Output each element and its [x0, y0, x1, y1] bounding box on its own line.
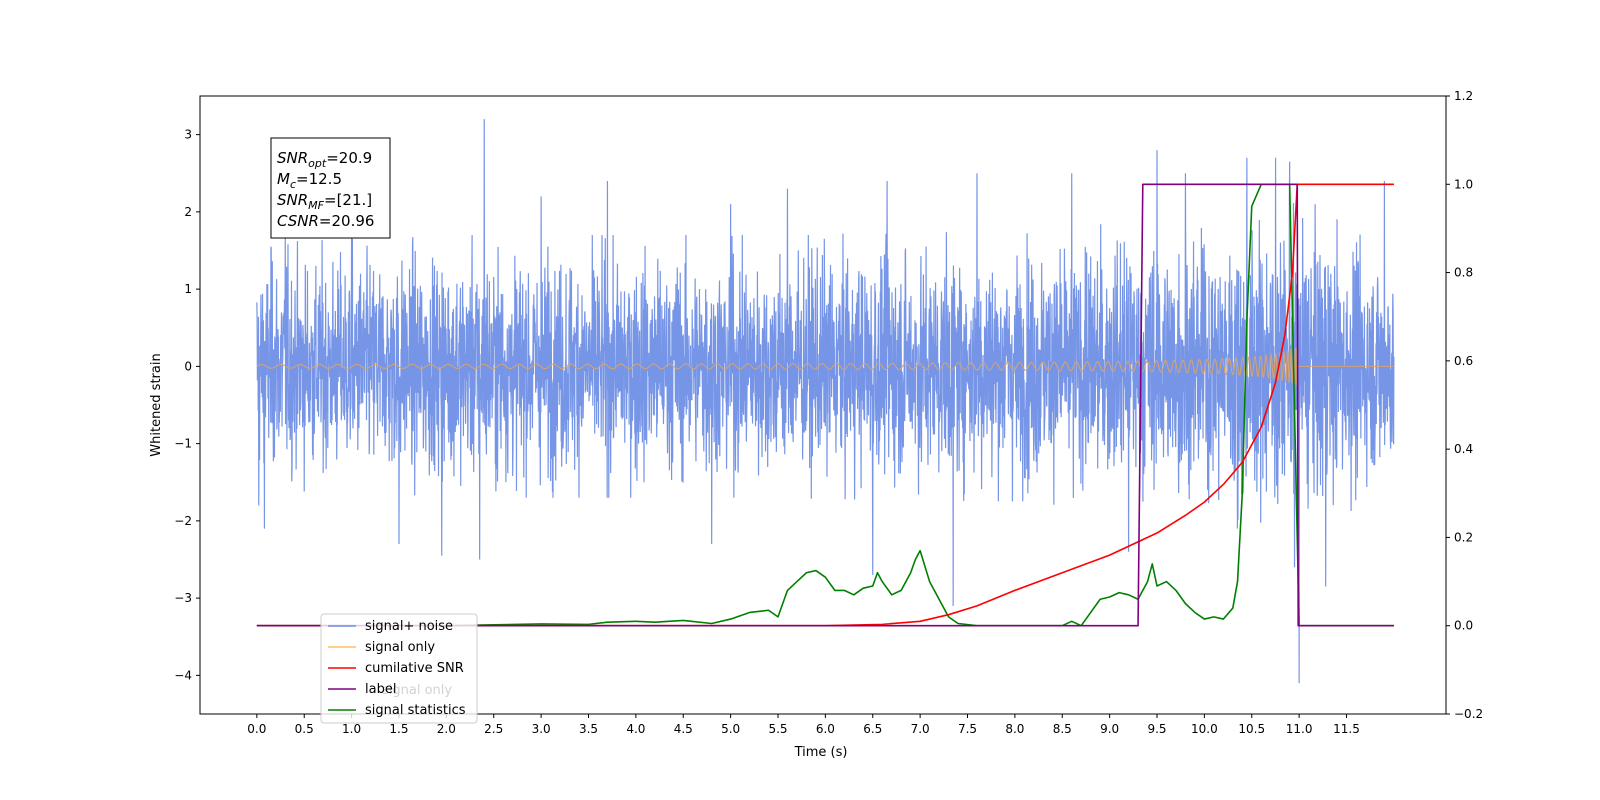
series-signal-noise: [256, 119, 1395, 684]
y-tick-label: 0: [184, 359, 192, 373]
x-tick-label: 11.0: [1286, 722, 1313, 736]
x-tick-label: 7.5: [958, 722, 977, 736]
y2-tick-label: 1.2: [1454, 89, 1473, 103]
x-tick-label: 2.0: [437, 722, 456, 736]
y-tick-label: 3: [184, 128, 192, 142]
legend-box: [320, 613, 478, 724]
y-tick-label: 1: [184, 282, 192, 296]
series-csnr: [256, 183, 1394, 627]
y2-tick-label: 1.0: [1454, 177, 1473, 191]
x-tick-label: 4.5: [674, 722, 693, 736]
legend-overlap-text: signal only: [382, 683, 452, 698]
y-axis-label: Whitened strain: [149, 353, 164, 456]
x-tick-label: 6.0: [816, 722, 835, 736]
annotation-line: SNRopt=20.9: [277, 149, 372, 170]
x-tick-label: 5.5: [768, 722, 787, 736]
series-layer: [256, 119, 1395, 684]
x-tick-label: 3.0: [532, 722, 551, 736]
x-tick-label: 10.0: [1191, 722, 1218, 736]
x-tick-label: 9.0: [1100, 722, 1119, 736]
x-tick-label: 7.0: [911, 722, 930, 736]
y2-tick-label: 0.6: [1454, 354, 1473, 368]
x-tick-label: 0.0: [247, 722, 266, 736]
y2-tick-label: 0.2: [1454, 530, 1473, 544]
annotation-box: [270, 137, 391, 239]
x-axis-label: Time (s): [794, 745, 848, 760]
annotation-line: Mc=12.5: [277, 170, 342, 191]
x-tick-label: 6.5: [863, 722, 882, 736]
legend-entry: signal+ noise: [365, 619, 453, 634]
x-tick-label: 5.0: [721, 722, 740, 736]
legend-entry: signal only: [365, 640, 435, 655]
legend: signal+ noise signal only cumilative SNR la…: [320, 613, 478, 724]
x-tick-label: 3.5: [579, 722, 598, 736]
x-axis: 0.0 0.5 1.0 1.5 2.0 2.5 3.0 3.5 4.0 4.5 5.0 5.5 6.0 6…: [247, 714, 1360, 736]
y2-tick-label: −0.2: [1454, 707, 1483, 721]
annotation-line: SNRMF=[21.]: [277, 191, 372, 212]
x-tick-label: 1.0: [342, 722, 361, 736]
legend-entry: signal statistics: [365, 703, 466, 718]
y-tick-label: −1: [174, 437, 192, 451]
y-axis-left: 3 2 1 0 −1 −2 −3 −4: [174, 128, 200, 682]
y2-tick-label: 0.4: [1454, 442, 1473, 456]
series-stats: [256, 183, 1394, 627]
x-tick-label: 2.5: [484, 722, 503, 736]
x-tick-label: 4.0: [626, 722, 645, 736]
y2-tick-label: 0.0: [1454, 619, 1473, 633]
y-axis-right: 1.2 1.0 0.8 0.6 0.4 0.2 0.0 −0.2: [1446, 89, 1483, 721]
plot-frame: [199, 95, 1447, 715]
y2-tick-label: 0.8: [1454, 266, 1473, 280]
x-tick-label: 8.0: [1005, 722, 1024, 736]
y-tick-label: 2: [184, 205, 192, 219]
y-tick-label: −3: [174, 591, 192, 605]
series-label: [256, 183, 1394, 627]
x-tick-label: 1.5: [389, 722, 408, 736]
y-tick-label: −4: [174, 668, 192, 682]
annotation-line: CSNR=20.96: [277, 212, 374, 230]
legend-entry: cumilative SNR: [365, 661, 464, 676]
legend-entry: label: [365, 682, 396, 697]
series-signal-only: [256, 347, 1394, 386]
x-tick-label: 8.5: [1053, 722, 1072, 736]
x-tick-label: 10.5: [1238, 722, 1265, 736]
y-tick-label: −2: [174, 514, 192, 528]
x-tick-label: 0.5: [295, 722, 314, 736]
x-tick-label: 11.5: [1333, 722, 1360, 736]
x-tick-label: 9.5: [1147, 722, 1166, 736]
